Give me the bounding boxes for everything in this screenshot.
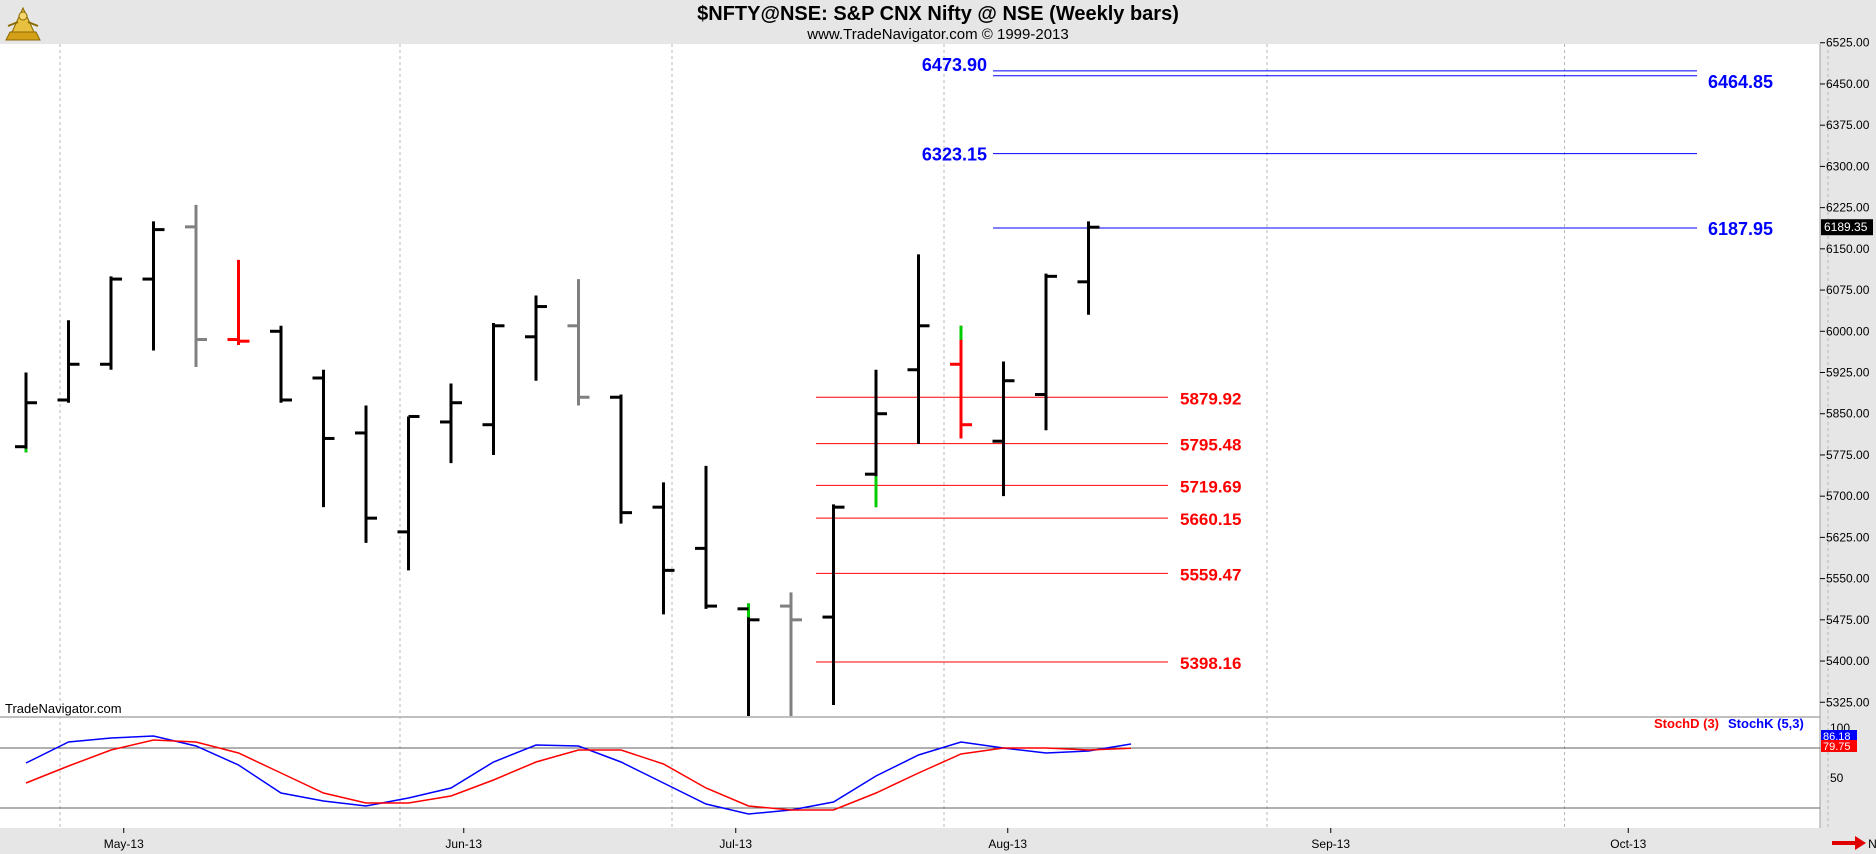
stoch-k-line <box>25 735 1132 815</box>
date-tick-label: Sep-13 <box>1311 837 1350 851</box>
date-tick-label: Oct-13 <box>1610 837 1646 851</box>
price-tick-label: 6450.00 <box>1826 77 1870 91</box>
last-price-marker <box>1821 219 1873 236</box>
watermark-text: TradeNavigator.com <box>5 701 122 716</box>
price-tick-label: 5550.00 <box>1826 572 1870 586</box>
date-tick-label: Nov-13 <box>1868 837 1876 851</box>
ohlc-bar <box>610 394 632 524</box>
header-background <box>0 0 1876 44</box>
date-tick-label: Jul-13 <box>719 837 752 851</box>
last-price-label: 6189.35 <box>1824 220 1868 234</box>
stoch-d-value-marker <box>1821 740 1857 752</box>
ohlc-bar <box>482 323 505 455</box>
ohlc-bar <box>567 279 590 406</box>
fib-low-label: 5879.92 <box>1180 389 1241 408</box>
stoch-d-legend: StochD (3) <box>1654 716 1719 731</box>
fib-low-label: 5795.48 <box>1180 436 1241 455</box>
ohlc-bar <box>312 369 335 508</box>
price-tick-label: 5925.00 <box>1826 366 1870 380</box>
ohlc-bar <box>865 369 887 508</box>
ohlc-bar <box>15 372 37 453</box>
scroll-right-arrow-icon <box>1832 836 1866 850</box>
ohlc-bar <box>440 383 462 464</box>
price-tick-label: 5700.00 <box>1826 489 1870 503</box>
date-axis-background <box>0 828 1820 854</box>
price-tick-label: 6375.00 <box>1826 118 1870 132</box>
fib-low-label: 5398.16 <box>1180 654 1241 673</box>
stoch-k-value-marker <box>1821 730 1857 742</box>
fib-high-label: 6187.95 <box>1708 219 1773 239</box>
chart-subtitle: www.TradeNavigator.com © 1999-2013 <box>807 26 1069 43</box>
ohlc-bar <box>355 405 377 543</box>
ohlc-bar <box>1035 273 1057 431</box>
plot-background <box>0 44 1820 828</box>
ohlc-bar <box>525 295 547 381</box>
ohlc-bar <box>270 325 292 403</box>
chart-title: $NFTY@NSE: S&P CNX Nifty @ NSE (Weekly b… <box>697 3 1179 25</box>
ohlc-bar <box>1077 221 1100 315</box>
fib-low-label: 5719.69 <box>1180 477 1241 496</box>
fib-low-label: 5660.15 <box>1180 510 1241 529</box>
price-tick-label: 5475.00 <box>1826 613 1870 627</box>
trade-navigator-logo-icon <box>5 6 41 41</box>
ohlc-bar <box>950 325 972 439</box>
ohlc-bar <box>780 592 802 716</box>
price-tick-label: 5400.00 <box>1826 654 1870 668</box>
price-tick-label: 5325.00 <box>1826 695 1870 709</box>
ohlc-bar <box>227 259 250 346</box>
price-tick-label: 6300.00 <box>1826 159 1870 173</box>
ohlc-bar <box>992 361 1015 497</box>
ohlc-bar <box>822 504 845 706</box>
ohlc-bar <box>142 221 165 351</box>
price-tick-label: 6525.00 <box>1826 36 1870 50</box>
price-tick-label: 5850.00 <box>1826 407 1870 421</box>
fib-high-label: 6464.85 <box>1708 72 1773 92</box>
date-tick-label: May-13 <box>104 837 144 851</box>
ohlc-bar <box>57 320 80 403</box>
price-tick-label: 5625.00 <box>1826 530 1870 544</box>
price-tick-label: 6000.00 <box>1826 324 1870 338</box>
price-axis-background <box>1820 44 1876 854</box>
ohlc-bar <box>185 204 207 368</box>
ohlc-bar <box>737 603 760 716</box>
stoch-k-legend: StochK (5,3) <box>1728 716 1804 731</box>
ohlc-bar <box>100 276 122 370</box>
fib-low-label: 5559.47 <box>1180 565 1241 584</box>
price-tick-label: 6225.00 <box>1826 201 1870 215</box>
ohlc-bar <box>695 465 717 609</box>
stoch-d-line <box>25 739 1132 811</box>
fib-high-label: 6473.90 <box>922 55 987 75</box>
ohlc-bar <box>397 414 420 571</box>
price-tick-label: 6075.00 <box>1826 283 1870 297</box>
ohlc-bar <box>652 482 675 615</box>
fib-high-label: 6323.15 <box>922 145 987 165</box>
stoch-d-value-label: 79.75 <box>1823 741 1851 753</box>
date-tick-label: Jun-13 <box>445 837 482 851</box>
price-tick-label: 5775.00 <box>1826 448 1870 462</box>
ohlc-bar <box>907 254 930 444</box>
date-tick-label: Aug-13 <box>988 837 1027 851</box>
stoch-tick-label: 50 <box>1830 771 1844 785</box>
price-tick-label: 6150.00 <box>1826 242 1870 256</box>
